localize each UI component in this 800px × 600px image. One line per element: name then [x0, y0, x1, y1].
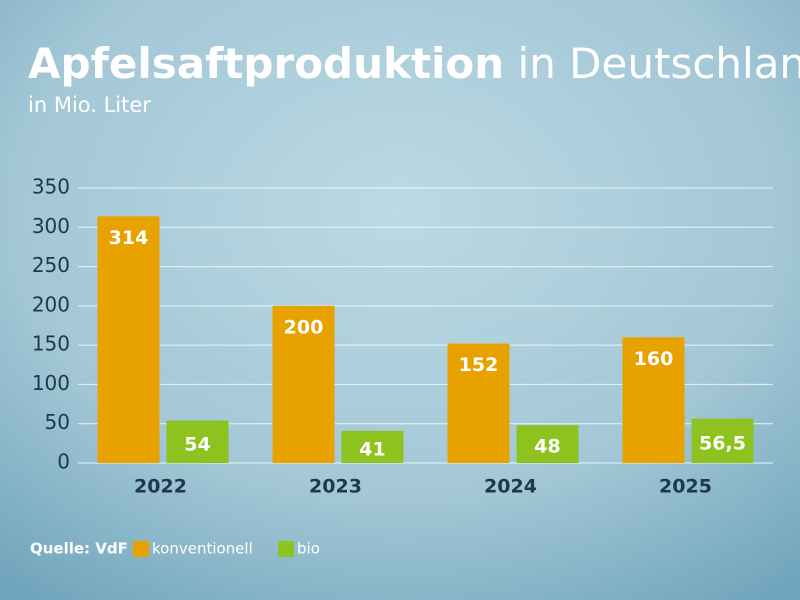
bar [691, 418, 754, 463]
source: Quelle: VdF [30, 540, 128, 558]
y-tick-label: 150 [32, 332, 70, 356]
legend-swatch [278, 541, 294, 557]
x-tick-label: 2025 [659, 476, 712, 498]
y-tick-label: 100 [32, 371, 70, 395]
x-tick-label: 2023 [309, 476, 362, 498]
bar [622, 337, 685, 463]
legend-swatch [133, 541, 149, 557]
y-tick-label: 250 [32, 253, 70, 277]
value-label: 152 [459, 354, 499, 376]
bar [166, 420, 229, 463]
value-label: 54 [184, 433, 210, 455]
bar [516, 425, 579, 463]
bar [97, 216, 160, 463]
y-tick-label: 350 [32, 175, 70, 199]
bar [341, 430, 404, 463]
x-tick-label: 2024 [484, 476, 537, 498]
y-tick-label: 200 [32, 292, 70, 316]
legend-label: konventionell [152, 540, 253, 558]
y-tick-label: 300 [32, 214, 70, 238]
bar [447, 343, 510, 463]
y-tick-label: 50 [45, 410, 70, 434]
value-label: 48 [534, 436, 560, 458]
y-tick-label: 0 [57, 450, 70, 474]
value-label: 56,5 [699, 432, 746, 454]
chart-subtitle: in Mio. Liter [28, 93, 151, 117]
value-label: 200 [284, 316, 324, 338]
bar [272, 305, 335, 463]
value-label: 160 [634, 348, 674, 370]
value-label: 314 [109, 227, 149, 249]
x-tick-label: 2022 [134, 476, 187, 498]
chart-title: Apfelsaftproduktion in Deutschland [28, 39, 800, 88]
title-regular: in Deutschland [518, 39, 800, 88]
legend-label: bio [297, 540, 320, 558]
value-label: 41 [359, 438, 385, 460]
title-bold: Apfelsaftproduktion [28, 39, 504, 88]
